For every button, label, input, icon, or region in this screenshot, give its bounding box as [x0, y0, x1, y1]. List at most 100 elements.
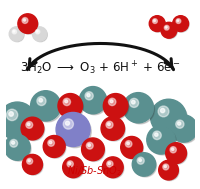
Circle shape: [108, 162, 110, 165]
Circle shape: [148, 128, 175, 155]
Circle shape: [150, 99, 186, 135]
Circle shape: [48, 140, 54, 146]
Circle shape: [102, 157, 123, 178]
Circle shape: [163, 165, 166, 168]
Circle shape: [86, 94, 90, 97]
Circle shape: [153, 20, 155, 22]
Circle shape: [103, 119, 125, 141]
Circle shape: [160, 108, 164, 113]
Circle shape: [23, 119, 44, 141]
Circle shape: [172, 16, 188, 32]
Text: 3H$_2$O $\longrightarrow$ O$_3$ + 6H$^+$ + 6e$^-$: 3H$_2$O $\longrightarrow$ O$_3$ + 6H$^+$…: [20, 59, 180, 77]
Circle shape: [63, 98, 70, 106]
Circle shape: [43, 136, 65, 157]
Circle shape: [22, 18, 28, 23]
Circle shape: [169, 147, 175, 153]
Circle shape: [150, 17, 165, 32]
Circle shape: [171, 148, 173, 150]
Circle shape: [163, 25, 168, 30]
Circle shape: [175, 19, 180, 23]
Circle shape: [123, 93, 153, 123]
Circle shape: [39, 98, 42, 102]
Circle shape: [36, 30, 38, 32]
Circle shape: [146, 126, 174, 154]
Circle shape: [138, 159, 141, 161]
Circle shape: [169, 115, 196, 142]
Circle shape: [108, 98, 115, 106]
Circle shape: [136, 157, 143, 164]
Circle shape: [104, 159, 123, 178]
Circle shape: [9, 27, 23, 41]
Circle shape: [110, 100, 112, 103]
Circle shape: [125, 141, 131, 147]
Circle shape: [149, 16, 164, 32]
Circle shape: [68, 162, 71, 165]
Circle shape: [86, 142, 93, 149]
Text: Ni/Sb-SnO$_2$: Ni/Sb-SnO$_2$: [67, 164, 122, 178]
Circle shape: [105, 96, 128, 119]
Circle shape: [175, 120, 183, 128]
Circle shape: [22, 154, 42, 174]
Circle shape: [125, 95, 154, 124]
Circle shape: [158, 160, 177, 180]
Circle shape: [176, 20, 178, 22]
Circle shape: [27, 158, 32, 164]
Circle shape: [81, 138, 104, 161]
Circle shape: [56, 112, 90, 146]
Circle shape: [18, 14, 37, 33]
Circle shape: [83, 140, 105, 161]
Circle shape: [4, 135, 30, 160]
Circle shape: [87, 144, 90, 146]
Circle shape: [154, 133, 157, 136]
Circle shape: [165, 26, 166, 28]
Circle shape: [58, 94, 82, 118]
Circle shape: [157, 106, 168, 117]
Circle shape: [177, 122, 180, 125]
Circle shape: [126, 142, 129, 145]
Circle shape: [24, 156, 43, 175]
Circle shape: [27, 123, 30, 126]
Circle shape: [11, 141, 15, 144]
Circle shape: [12, 29, 16, 34]
Circle shape: [64, 159, 84, 178]
Circle shape: [64, 100, 67, 103]
Circle shape: [152, 131, 160, 139]
Circle shape: [0, 102, 36, 140]
Circle shape: [32, 27, 47, 41]
Circle shape: [34, 28, 47, 42]
Circle shape: [30, 91, 61, 121]
Circle shape: [120, 136, 142, 158]
Circle shape: [33, 93, 62, 122]
Circle shape: [21, 117, 44, 140]
Circle shape: [153, 102, 187, 136]
Circle shape: [122, 138, 143, 159]
Circle shape: [10, 139, 18, 147]
Circle shape: [19, 15, 38, 34]
Circle shape: [2, 105, 37, 141]
Circle shape: [13, 30, 15, 32]
Circle shape: [10, 28, 24, 42]
Circle shape: [60, 96, 83, 119]
Circle shape: [165, 143, 186, 163]
Circle shape: [129, 98, 138, 107]
Circle shape: [162, 164, 168, 170]
Circle shape: [107, 123, 110, 125]
Circle shape: [131, 100, 134, 104]
Circle shape: [132, 153, 155, 176]
Circle shape: [6, 109, 18, 121]
Circle shape: [37, 96, 46, 105]
Circle shape: [28, 160, 30, 162]
Circle shape: [65, 121, 69, 125]
Circle shape: [79, 87, 106, 114]
Circle shape: [173, 17, 188, 32]
Circle shape: [9, 112, 13, 116]
Circle shape: [59, 115, 91, 148]
Circle shape: [105, 121, 112, 128]
Circle shape: [160, 162, 178, 181]
Circle shape: [26, 122, 33, 128]
Circle shape: [81, 89, 107, 115]
Circle shape: [45, 137, 66, 158]
Circle shape: [172, 117, 197, 143]
Circle shape: [134, 155, 156, 177]
Circle shape: [106, 161, 112, 167]
